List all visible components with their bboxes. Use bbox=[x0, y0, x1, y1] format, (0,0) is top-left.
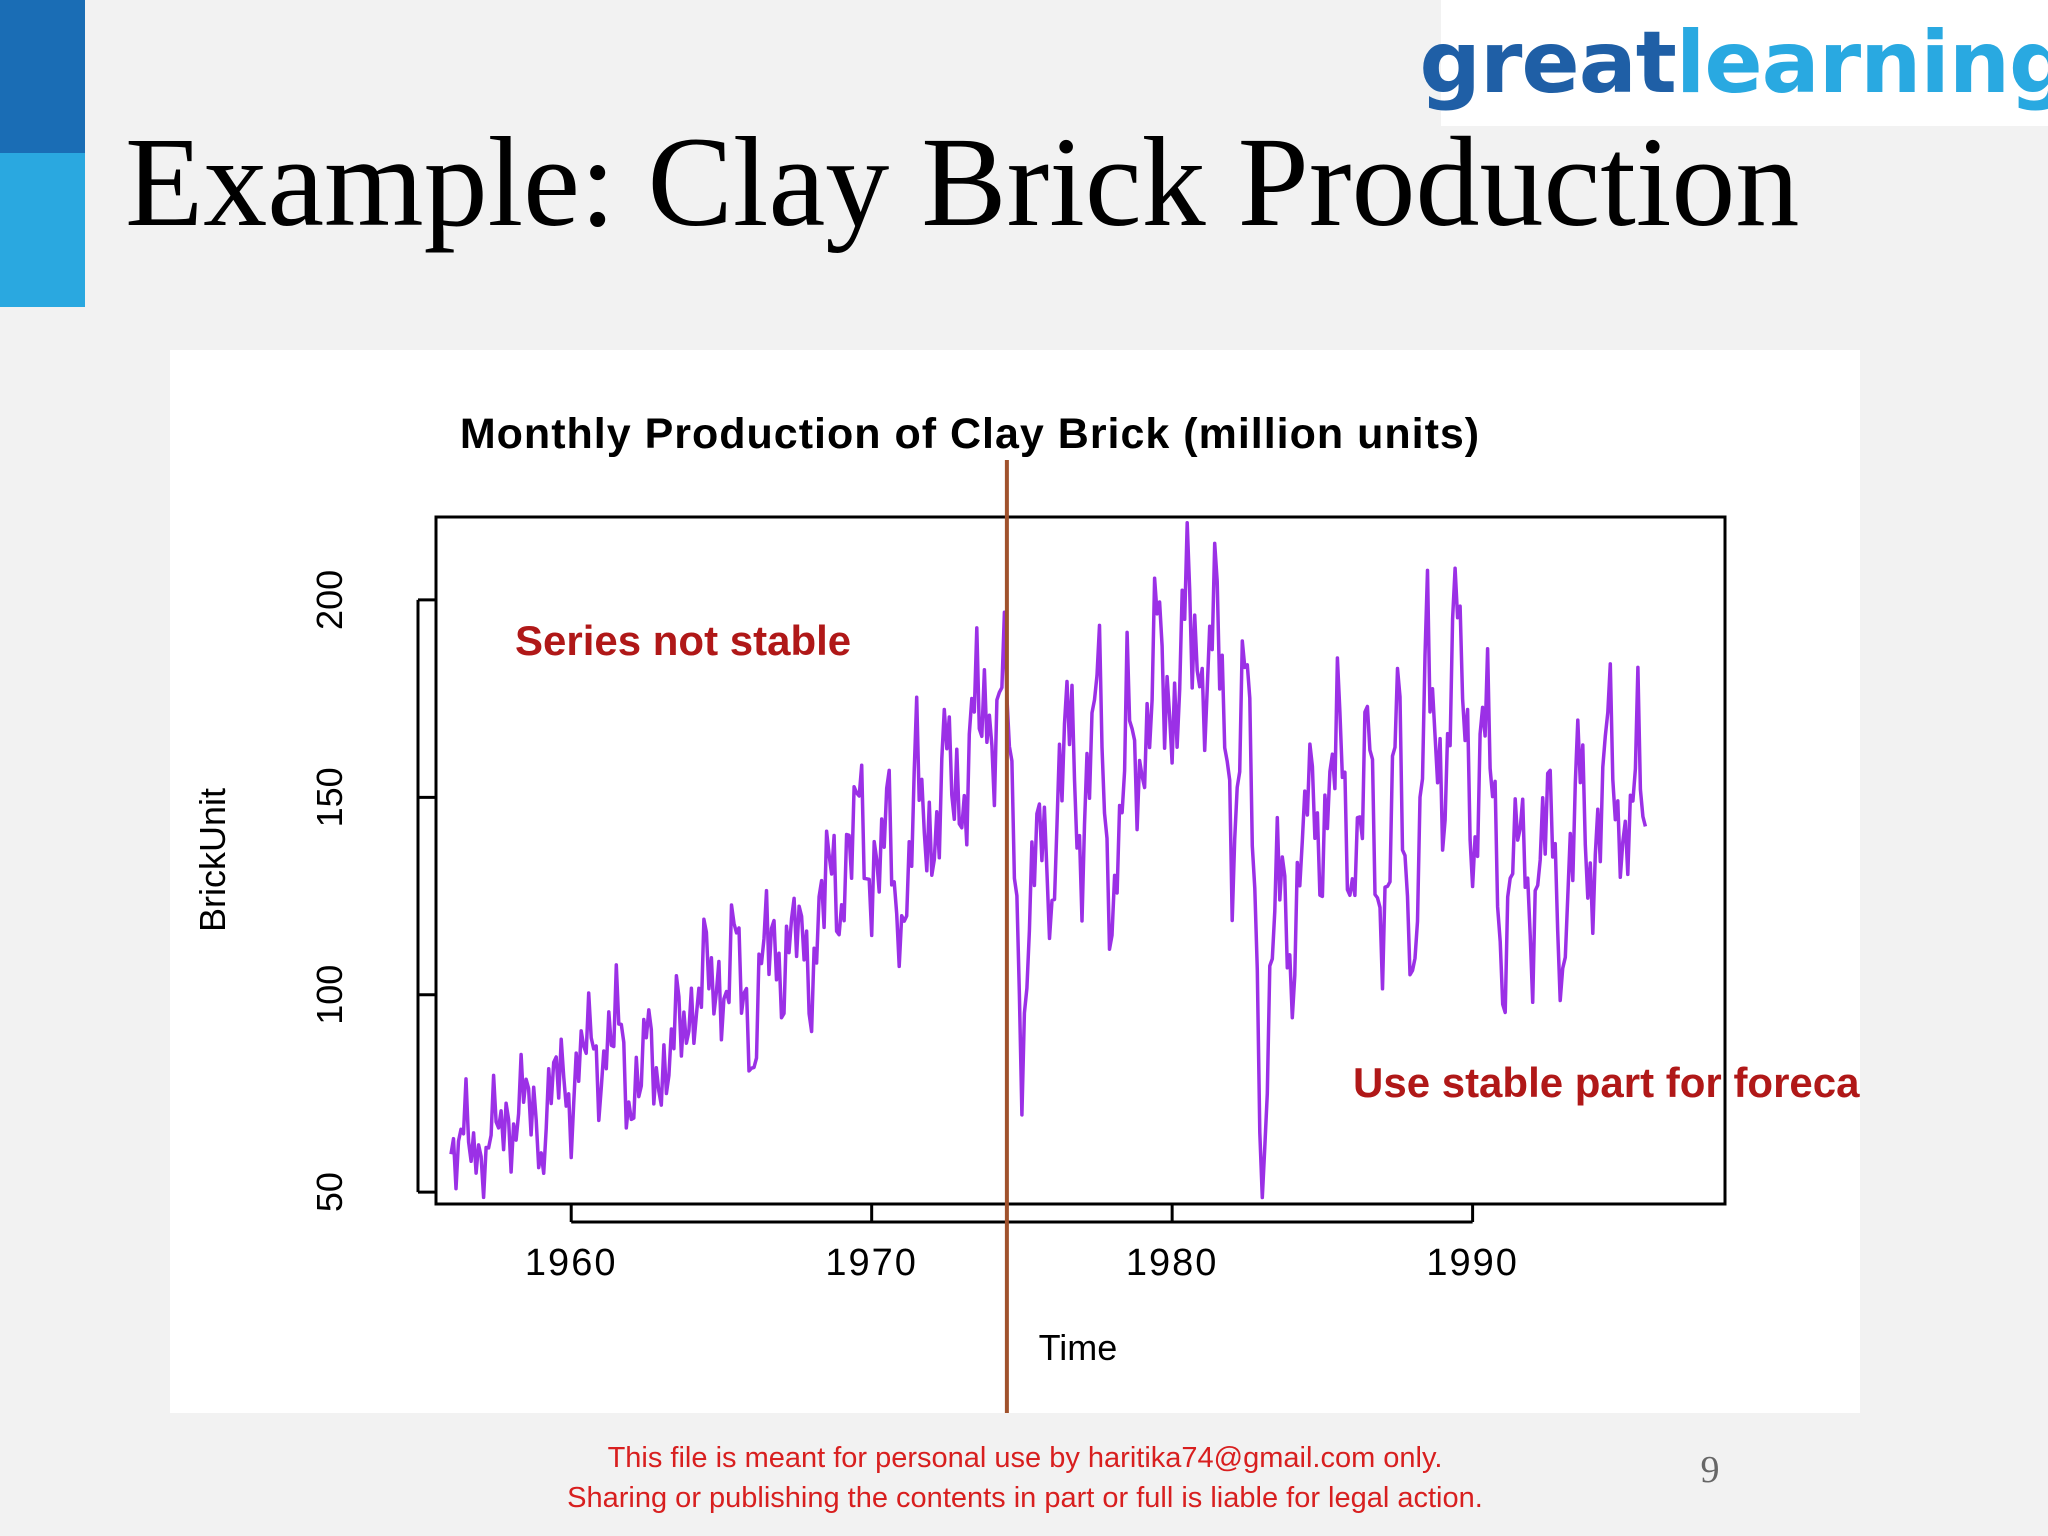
axes-group: 1960 1970 1980 1990 50 100 150 200 bbox=[309, 570, 1519, 1284]
brick-production-chart: Monthly Production of Clay Brick (millio… bbox=[192, 410, 1860, 1413]
logo-part-learning: learning bbox=[1675, 13, 2048, 113]
x-tick-label-1980: 1980 bbox=[1126, 1242, 1219, 1284]
chart-panel: Monthly Production of Clay Brick (millio… bbox=[170, 350, 1860, 1413]
y-tick-label-200: 200 bbox=[309, 570, 350, 630]
y-axis-label: BrickUnit bbox=[192, 788, 233, 932]
slide-title: Example: Clay Brick Production bbox=[125, 111, 1800, 253]
annotation-series-not-stable: Series not stable bbox=[515, 617, 851, 664]
plot-frame bbox=[434, 515, 1727, 1206]
chart-title: Monthly Production of Clay Brick (millio… bbox=[460, 410, 1480, 458]
x-tick-label-1970: 1970 bbox=[825, 1242, 918, 1284]
accent-bar-top bbox=[0, 0, 85, 153]
page-number: 9 bbox=[1700, 1449, 1720, 1491]
footer-line-1: This file is meant for personal use by h… bbox=[607, 1442, 1443, 1474]
y-tick-label-50: 50 bbox=[309, 1172, 350, 1212]
x-tick-label-1960: 1960 bbox=[525, 1242, 618, 1284]
y-tick-label-150: 150 bbox=[309, 767, 350, 827]
annotation-use-stable-part: Use stable part for forecast bbox=[1353, 1059, 1860, 1106]
logo-part-great: great bbox=[1419, 13, 1676, 113]
x-tick-label-1990: 1990 bbox=[1426, 1242, 1519, 1284]
y-tick-label-100: 100 bbox=[309, 965, 350, 1025]
accent-bar-bottom bbox=[0, 153, 85, 307]
footer-line-2: Sharing or publishing the contents in pa… bbox=[567, 1482, 1483, 1514]
x-axis-label: Time bbox=[1039, 1327, 1118, 1368]
footer-disclaimer: This file is meant for personal use by h… bbox=[480, 1438, 1570, 1518]
logo-text: greatlearning bbox=[1419, 20, 2048, 106]
series-line-brickunit bbox=[449, 521, 1648, 1200]
brand-logo: greatlearning bbox=[1419, 0, 2048, 126]
series-group bbox=[449, 521, 1648, 1200]
